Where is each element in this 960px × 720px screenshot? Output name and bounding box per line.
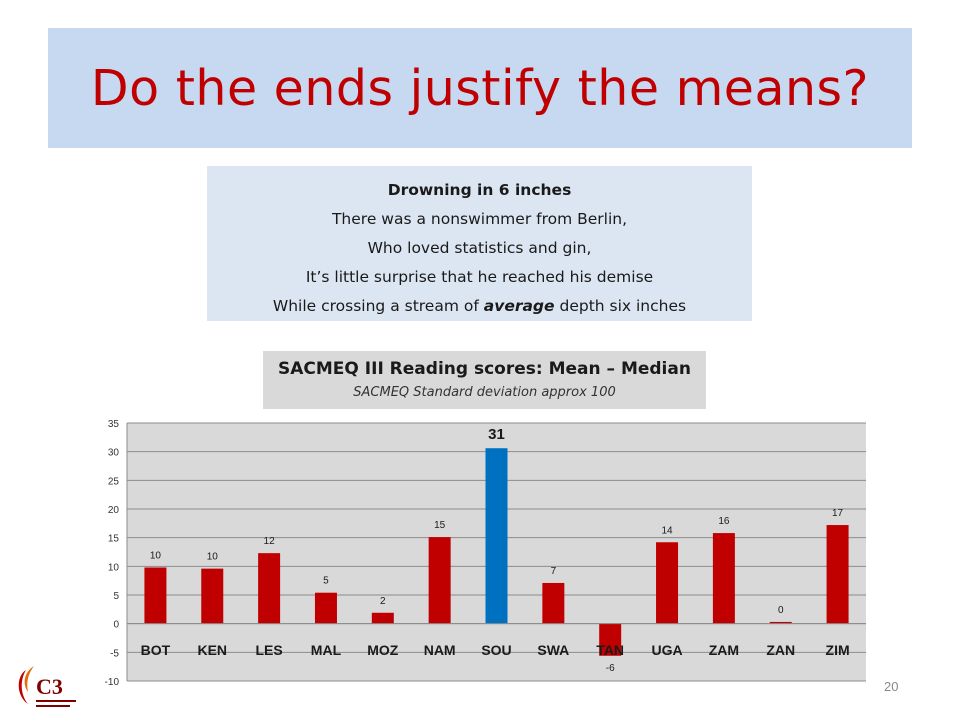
category-label: UGA xyxy=(651,642,682,658)
y-tick-label: 20 xyxy=(108,505,120,516)
bar-uga xyxy=(656,542,679,624)
title-box: Do the ends justify the means? xyxy=(48,28,912,148)
data-label: 5 xyxy=(323,576,329,587)
poem-line-4-emphasis: average xyxy=(483,297,555,315)
category-label: ZIM xyxy=(826,642,850,658)
bar-moz xyxy=(371,612,394,624)
y-tick-label: 15 xyxy=(108,534,120,545)
bar-bot xyxy=(144,567,167,624)
poem-line-2: Who loved statistics and gin, xyxy=(367,239,592,257)
poem-title: Drowning in 6 inches xyxy=(387,181,572,199)
data-label: 10 xyxy=(150,550,162,561)
category-label: MOZ xyxy=(367,642,399,658)
y-tick-label: 30 xyxy=(108,448,120,459)
bar-les xyxy=(258,553,281,624)
bar-zam xyxy=(712,533,735,624)
category-label: LES xyxy=(255,642,282,658)
bar-sou xyxy=(485,448,508,624)
y-tick-label: 35 xyxy=(108,419,120,430)
category-label: KEN xyxy=(197,642,227,658)
c3-logo: C3 xyxy=(18,666,76,707)
poem-line-4-start: While crossing a stream of xyxy=(272,297,484,315)
y-tick-label: 0 xyxy=(113,620,119,631)
data-label: 16 xyxy=(718,516,730,527)
bar-zim xyxy=(826,525,849,624)
y-tick-label: 10 xyxy=(108,562,120,573)
data-label: 7 xyxy=(551,566,557,577)
page-number: 20 xyxy=(884,679,899,694)
poem-line-4: While crossing a stream of average depth… xyxy=(207,292,752,321)
category-label: SOU xyxy=(481,642,511,658)
bar-zan xyxy=(769,621,792,624)
data-label: 31 xyxy=(488,426,505,443)
y-tick-label: -5 xyxy=(110,648,119,659)
category-label: ZAN xyxy=(766,642,795,658)
y-tick-label: 5 xyxy=(113,591,119,602)
bar-swa xyxy=(542,582,565,624)
data-label: 10 xyxy=(207,552,219,563)
chart-header: SACMEQ III Reading scores: Mean – Median… xyxy=(263,351,706,409)
chart-title: SACMEQ III Reading scores: Mean – Median xyxy=(278,359,691,379)
bar-nam xyxy=(428,537,451,624)
data-label: 2 xyxy=(380,596,386,607)
category-label: NAM xyxy=(424,642,456,658)
poem-line-1: There was a nonswimmer from Berlin, xyxy=(331,210,628,228)
poem-line-4-end: depth six inches xyxy=(554,297,687,315)
category-label: MAL xyxy=(311,642,342,658)
data-label: 0 xyxy=(778,605,784,616)
data-label: -6 xyxy=(606,663,615,674)
poem-box: Drowning in 6 inches There was a nonswim… xyxy=(207,166,752,321)
logo-text: C3 xyxy=(36,674,63,699)
y-tick-label: -10 xyxy=(105,677,120,688)
y-tick-label: 25 xyxy=(108,476,120,487)
bar-mal xyxy=(314,592,337,624)
chart-subtitle: SACMEQ Standard deviation approx 100 xyxy=(353,385,616,400)
category-label: SWA xyxy=(537,642,569,658)
data-label: 14 xyxy=(661,525,673,536)
category-label: TAN xyxy=(596,642,624,658)
data-label: 12 xyxy=(264,536,276,547)
data-label: 17 xyxy=(832,508,844,519)
data-label: 15 xyxy=(434,520,446,531)
category-label: ZAM xyxy=(709,642,739,658)
bar-ken xyxy=(201,568,224,624)
poem-line-3: It’s little surprise that he reached his… xyxy=(305,268,654,286)
slide-title: Do the ends justify the means? xyxy=(90,59,870,117)
category-label: BOT xyxy=(141,642,171,658)
bar-tan xyxy=(599,623,622,656)
